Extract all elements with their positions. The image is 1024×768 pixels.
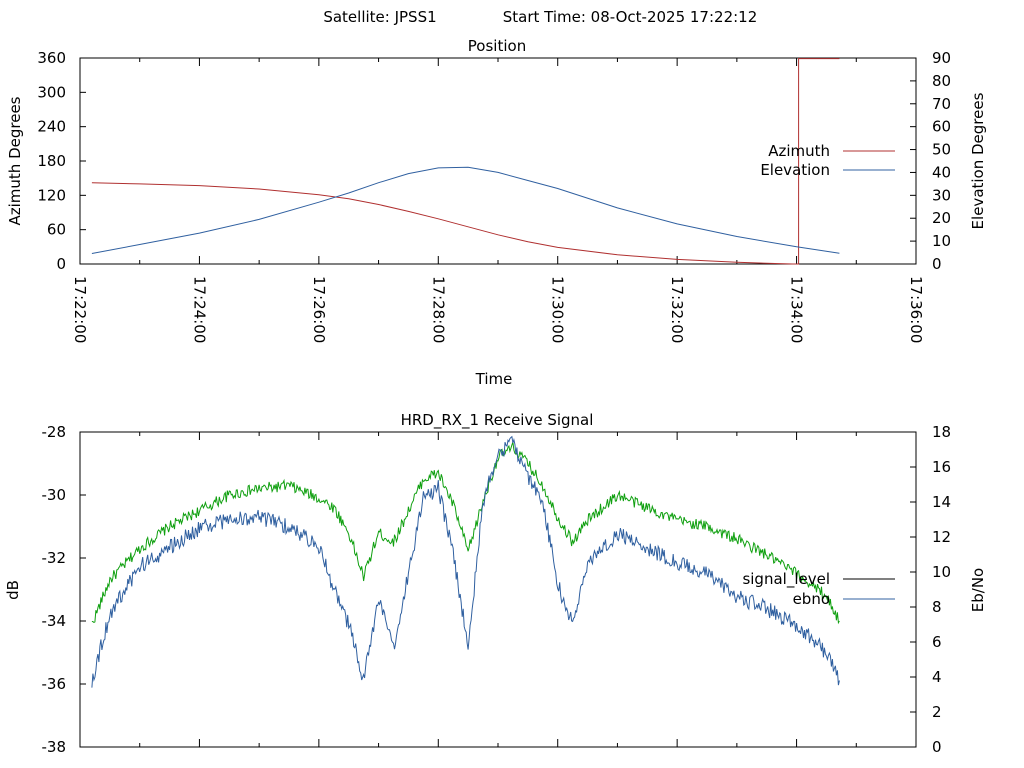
left-tick-label: 240 <box>37 118 66 136</box>
legend-elevation-label: Elevation <box>760 161 830 179</box>
right-tick-label: 14 <box>932 493 951 511</box>
time-axis-label: Time <box>475 370 513 388</box>
right-tick-label: 90 <box>932 49 951 67</box>
right-tick-label: 70 <box>932 95 951 113</box>
legend-ebno-label: ebno <box>793 590 830 608</box>
left-tick-label: -34 <box>42 612 67 630</box>
right-tick-label: 0 <box>932 255 942 273</box>
right-tick-label: 18 <box>932 423 951 441</box>
left-tick-label: 0 <box>56 255 66 273</box>
right-tick-label: 80 <box>932 72 951 90</box>
position-series <box>91 58 840 265</box>
signal-chart: HRD_RX_1 Receive Signal -28-30-32-34-36-… <box>4 411 987 756</box>
signal-chart-title: HRD_RX_1 Receive Signal <box>401 411 594 430</box>
signal-legend: signal_level ebno <box>742 570 895 608</box>
position-legend: Azimuth Elevation <box>760 142 895 179</box>
right-tick-label: 60 <box>932 118 951 136</box>
series-signal-level-line <box>91 441 840 625</box>
left-tick-label: -38 <box>42 738 67 756</box>
left-tick-label: 360 <box>37 49 66 67</box>
position-ticks: 0 60 120 180 240 300 360 0 10 20 30 40 50 60 70 80 90 17:… <box>37 49 951 343</box>
left-tick-label: 180 <box>37 152 66 170</box>
elevation-axis-label: Elevation Degrees <box>969 92 987 229</box>
x-tick-label: 17:30:00 <box>549 276 567 343</box>
right-tick-label: 12 <box>932 528 951 546</box>
signal-ticks: -28 -30 -32 -34 -36 -38 0 2 4 6 8 10 12 14 16 18 <box>42 423 952 756</box>
azimuth-axis-label: Azimuth Degrees <box>6 96 24 225</box>
series-azimuth-line <box>91 58 840 265</box>
right-tick-label: 40 <box>932 163 951 181</box>
right-tick-label: 0 <box>932 738 942 756</box>
x-tick-label: 17:22:00 <box>71 276 89 343</box>
satellite-label: Satellite: JPSS1 <box>323 8 436 26</box>
left-tick-label: 60 <box>47 221 66 239</box>
right-tick-label: 4 <box>932 668 942 686</box>
position-chart: Position 0 60 120 180 240 300 360 0 10 20 30 40 50 60… <box>6 37 987 388</box>
series-ebno-line <box>91 435 840 688</box>
position-chart-title: Position <box>468 37 526 55</box>
x-tick-label: 17:24:00 <box>190 276 208 343</box>
left-tick-label: -28 <box>42 423 67 441</box>
right-tick-label: 16 <box>932 458 951 476</box>
right-tick-label: 2 <box>932 703 942 721</box>
right-tick-label: 50 <box>932 141 951 159</box>
signal-plot-frame <box>79 431 917 748</box>
right-tick-label: 10 <box>932 563 951 581</box>
left-tick-label: 120 <box>37 186 66 204</box>
right-tick-label: 30 <box>932 186 951 204</box>
left-tick-label: -36 <box>42 675 67 693</box>
series-elevation-line <box>91 166 840 254</box>
x-tick-label: 17:26:00 <box>310 276 328 343</box>
right-tick-label: 8 <box>932 598 942 616</box>
ebno-axis-label: Eb/No <box>969 568 987 612</box>
x-tick-label: 17:28:00 <box>429 276 447 343</box>
legend-azimuth-label: Azimuth <box>768 142 830 160</box>
right-tick-label: 20 <box>932 209 951 227</box>
right-tick-label: 10 <box>932 232 951 250</box>
left-tick-label: -32 <box>42 549 67 567</box>
x-tick-label: 17:34:00 <box>788 276 806 343</box>
legend-signal-level-label: signal_level <box>742 570 830 589</box>
right-tick-label: 6 <box>932 633 942 651</box>
left-tick-label: -30 <box>42 486 67 504</box>
start-time-label: Start Time: 08-Oct-2025 17:22:12 <box>503 8 758 26</box>
signal-series <box>91 435 840 688</box>
left-tick-label: 300 <box>37 83 66 101</box>
db-axis-label: dB <box>4 580 22 600</box>
x-tick-label: 17:36:00 <box>907 276 925 343</box>
x-tick-label: 17:32:00 <box>668 276 686 343</box>
